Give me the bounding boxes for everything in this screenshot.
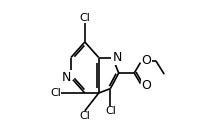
Text: Cl: Cl bbox=[105, 106, 116, 116]
Text: Cl: Cl bbox=[51, 88, 62, 98]
Text: O: O bbox=[141, 79, 151, 92]
Text: O: O bbox=[141, 54, 151, 67]
Text: N: N bbox=[113, 51, 122, 64]
Text: Cl: Cl bbox=[79, 111, 90, 121]
Text: N: N bbox=[62, 71, 71, 84]
Text: Cl: Cl bbox=[79, 13, 90, 23]
